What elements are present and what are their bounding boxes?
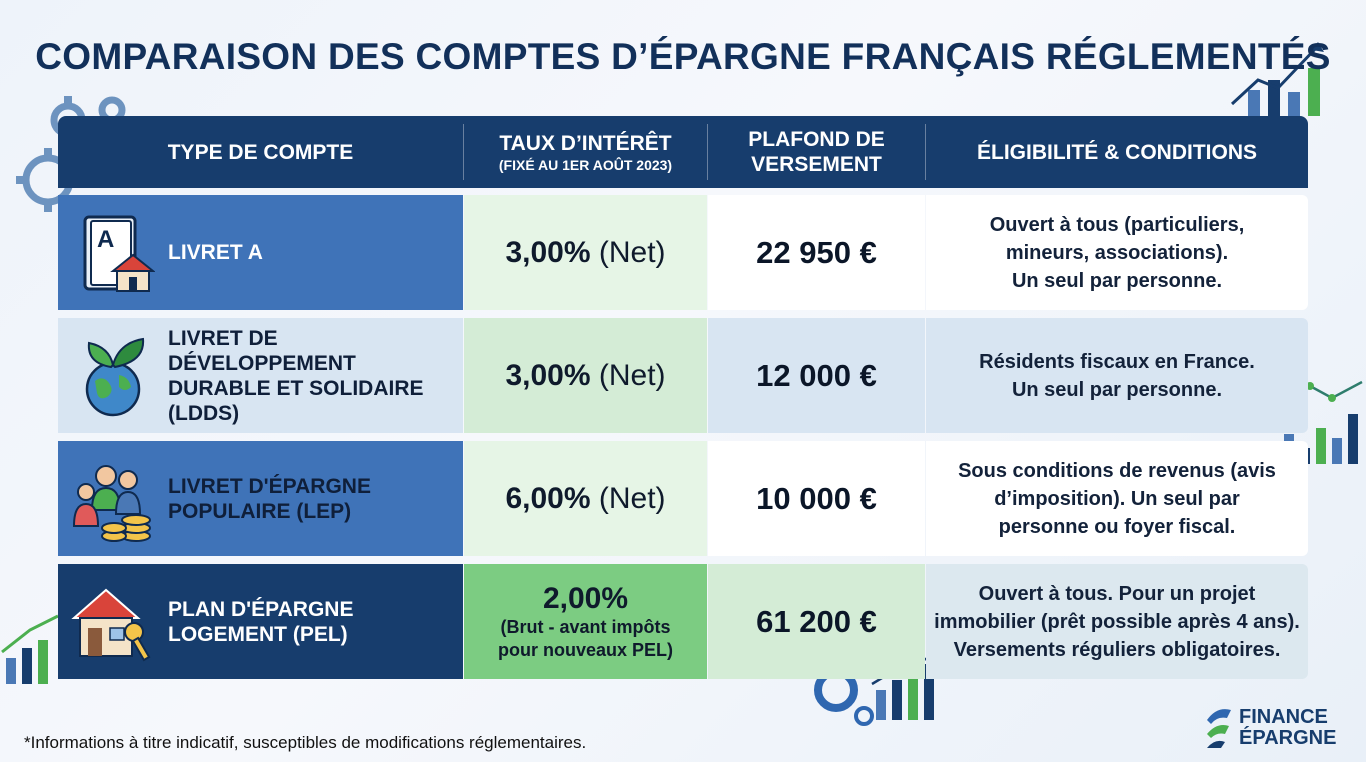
svg-text:A: A: [97, 226, 114, 253]
logo-line1: FINANCE: [1239, 706, 1328, 728]
family-coins-icon: [58, 454, 168, 544]
brand-logo: FINANCE ÉPARGNE: [1203, 706, 1336, 750]
rate-cell: 6,00% (Net): [464, 441, 707, 556]
eligibility-cell: Ouvert à tous. Pour un projet immobilier…: [926, 564, 1308, 679]
eligibility-line: Un seul par personne.: [1011, 269, 1223, 292]
account-name: LIVRET A: [168, 241, 263, 264]
account-name: PLAN D'ÉPARGNE LOGEMENT (PEL): [168, 597, 353, 647]
rate-note-line: pour nouveaux PEL): [497, 639, 674, 660]
header-rate-label: TAUX D’INTÉRÊT: [499, 131, 672, 155]
cap-value: 61 200 €: [756, 603, 877, 639]
account-name-line: LIVRET D'ÉPARGNE: [168, 474, 371, 498]
table-row: PLAN D'ÉPARGNE LOGEMENT (PEL) 2,00% (Bru…: [58, 564, 1308, 679]
account-name-line: PLAN D'ÉPARGNE: [168, 597, 354, 621]
header-rate: TAUX D’INTÉRÊT (FIXÉ AU 1ER AOÛT 2023): [464, 116, 707, 188]
account-name: LIVRET DE DÉVELOPPEMENT DURABLE ET SOLID…: [168, 326, 424, 426]
header-cap: PLAFOND DE VERSEMENT: [708, 116, 925, 188]
header-cap-line1: PLAFOND DE: [748, 128, 885, 151]
header-type: TYPE DE COMPTE: [58, 116, 463, 188]
header-rate-sub: (FIXÉ AU 1ER AOÛT 2023): [498, 156, 673, 173]
eligibility-line: mineurs, associations).: [1005, 241, 1229, 264]
header-divider: [925, 124, 926, 180]
header-divider: [463, 124, 464, 180]
eligibility-line: Versements réguliers obligatoires.: [953, 638, 1281, 661]
rate-note-line: (Brut - avant impôts: [500, 616, 671, 637]
eligibility-line: immobilier (prêt possible après 4 ans).: [934, 610, 1300, 633]
rate-value: 3,00%: [505, 235, 591, 269]
growth-chart-top-right-icon: [1230, 42, 1324, 116]
cap-value: 10 000 €: [756, 480, 877, 516]
rate-suffix: (Net): [590, 481, 666, 515]
eligibility-line: Résidents fiscaux en France.: [979, 350, 1255, 373]
footnote: *Informations à titre indicatif, suscept…: [24, 733, 587, 752]
eligibility-line: Ouvert à tous. Pour un projet: [978, 582, 1256, 605]
account-cell: LIVRET DE DÉVELOPPEMENT DURABLE ET SOLID…: [58, 318, 463, 433]
rate-cell: 2,00% (Brut - avant impôts pour nouveaux…: [464, 564, 707, 679]
rate-value: 6,00%: [505, 481, 591, 515]
account-name: LIVRET D'ÉPARGNE POPULAIRE (LEP): [168, 474, 371, 524]
growth-chart-bottom-left-icon: [1, 614, 59, 684]
rate-suffix: (Net): [590, 235, 666, 269]
header-eligibility: ÉLIGIBILITÉ & CONDITIONS: [926, 116, 1308, 188]
eligibility-line: Sous conditions de revenus (avis: [958, 459, 1276, 482]
table-header: TYPE DE COMPTE TAUX D’INTÉRÊT (FIXÉ AU 1…: [58, 116, 1308, 188]
account-cell: PLAN D'ÉPARGNE LOGEMENT (PEL): [58, 564, 463, 679]
rate-value: 3,00%: [505, 358, 591, 392]
eligibility-line: d’imposition). Un seul par: [994, 487, 1240, 510]
table-row: LIVRET DE DÉVELOPPEMENT DURABLE ET SOLID…: [58, 318, 1308, 433]
cap-value: 12 000 €: [756, 357, 877, 393]
account-name-line: (LDDS): [168, 401, 240, 425]
table-row: A LIVRET A 3,00% (Net) 22 950 € Ouvert à…: [58, 195, 1308, 310]
logo-line2: ÉPARGNE: [1239, 727, 1337, 749]
account-name-line: LIVRET DE: [168, 326, 278, 350]
livret-a-house-icon: A: [58, 211, 168, 295]
cap-cell: 61 200 €: [708, 564, 925, 679]
account-cell: LIVRET D'ÉPARGNE POPULAIRE (LEP): [58, 441, 463, 556]
rate-cell: 3,00% (Net): [464, 318, 707, 433]
account-name-line: POPULAIRE (LEP): [168, 499, 352, 523]
account-name-line: DURABLE ET SOLIDAIRE: [168, 376, 424, 400]
header-divider: [707, 124, 708, 180]
eligibility-cell: Sous conditions de revenus (avis d’impos…: [926, 441, 1308, 556]
eligibility-line: Un seul par personne.: [1011, 378, 1223, 401]
rate-value: 2,00%: [542, 581, 629, 615]
eligibility-line: personne ou foyer fiscal.: [998, 515, 1236, 538]
house-key-icon: [58, 582, 168, 662]
cap-cell: 12 000 €: [708, 318, 925, 433]
account-name-line: DÉVELOPPEMENT: [168, 351, 356, 375]
brand-mark-icon: [1207, 709, 1231, 748]
rate-suffix: (Net): [590, 358, 666, 392]
account-cell: A LIVRET A: [58, 195, 463, 310]
account-name-line: LOGEMENT (PEL): [168, 622, 348, 646]
rate-cell: 3,00% (Net): [464, 195, 707, 310]
table-row: LIVRET D'ÉPARGNE POPULAIRE (LEP) 6,00% (…: [58, 441, 1308, 556]
eligibility-cell: Ouvert à tous (particuliers, mineurs, as…: [926, 195, 1308, 310]
globe-plant-icon: [58, 331, 168, 421]
cap-cell: 10 000 €: [708, 441, 925, 556]
cap-cell: 22 950 €: [708, 195, 925, 310]
page-title: COMPARAISON DES COMPTES D’ÉPARGNE FRANÇA…: [35, 36, 1331, 77]
header-type-label: TYPE DE COMPTE: [167, 140, 354, 164]
eligibility-line: Ouvert à tous (particuliers,: [989, 213, 1245, 236]
eligibility-cell: Résidents fiscaux en France. Un seul par…: [926, 318, 1308, 433]
cap-value: 22 950 €: [756, 234, 877, 270]
header-eligibility-label: ÉLIGIBILITÉ & CONDITIONS: [976, 140, 1257, 164]
header-cap-line2: VERSEMENT: [751, 153, 882, 176]
